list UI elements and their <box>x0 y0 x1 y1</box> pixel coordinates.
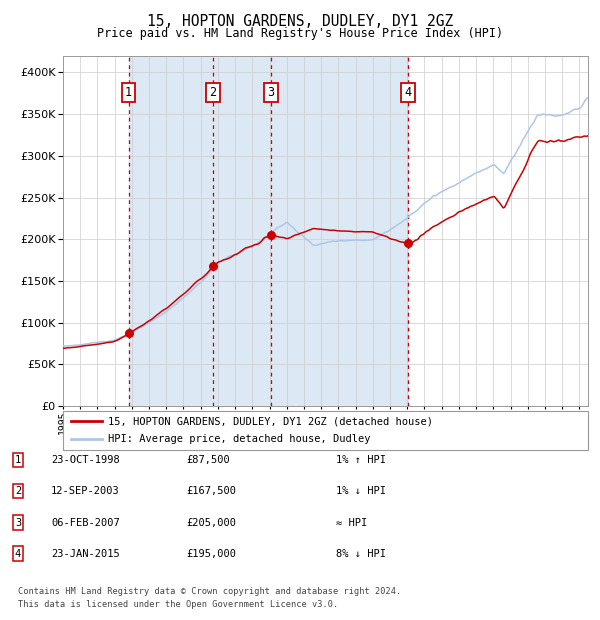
Text: 1% ↑ HPI: 1% ↑ HPI <box>336 455 386 465</box>
Text: HPI: Average price, detached house, Dudley: HPI: Average price, detached house, Dudl… <box>107 434 370 444</box>
Text: Price paid vs. HM Land Registry's House Price Index (HPI): Price paid vs. HM Land Registry's House … <box>97 27 503 40</box>
Text: ≈ HPI: ≈ HPI <box>336 518 367 528</box>
Text: This data is licensed under the Open Government Licence v3.0.: This data is licensed under the Open Gov… <box>18 600 338 609</box>
Text: £195,000: £195,000 <box>186 549 236 559</box>
Text: 3: 3 <box>15 518 21 528</box>
Text: 1: 1 <box>15 455 21 465</box>
Text: 4: 4 <box>15 549 21 559</box>
Bar <box>128 56 408 406</box>
Text: 12-SEP-2003: 12-SEP-2003 <box>51 486 120 496</box>
Text: 2: 2 <box>209 86 217 99</box>
Text: 15, HOPTON GARDENS, DUDLEY, DY1 2GZ: 15, HOPTON GARDENS, DUDLEY, DY1 2GZ <box>147 14 453 29</box>
Text: £205,000: £205,000 <box>186 518 236 528</box>
Text: 1% ↓ HPI: 1% ↓ HPI <box>336 486 386 496</box>
Text: 23-OCT-1998: 23-OCT-1998 <box>51 455 120 465</box>
Text: 8% ↓ HPI: 8% ↓ HPI <box>336 549 386 559</box>
Text: £87,500: £87,500 <box>186 455 230 465</box>
Text: 23-JAN-2015: 23-JAN-2015 <box>51 549 120 559</box>
Text: 15, HOPTON GARDENS, DUDLEY, DY1 2GZ (detached house): 15, HOPTON GARDENS, DUDLEY, DY1 2GZ (det… <box>107 417 433 427</box>
Text: 3: 3 <box>268 86 275 99</box>
Text: 2: 2 <box>15 486 21 496</box>
Text: £167,500: £167,500 <box>186 486 236 496</box>
Text: 1: 1 <box>125 86 132 99</box>
Text: 06-FEB-2007: 06-FEB-2007 <box>51 518 120 528</box>
Text: Contains HM Land Registry data © Crown copyright and database right 2024.: Contains HM Land Registry data © Crown c… <box>18 587 401 596</box>
Text: 4: 4 <box>405 86 412 99</box>
